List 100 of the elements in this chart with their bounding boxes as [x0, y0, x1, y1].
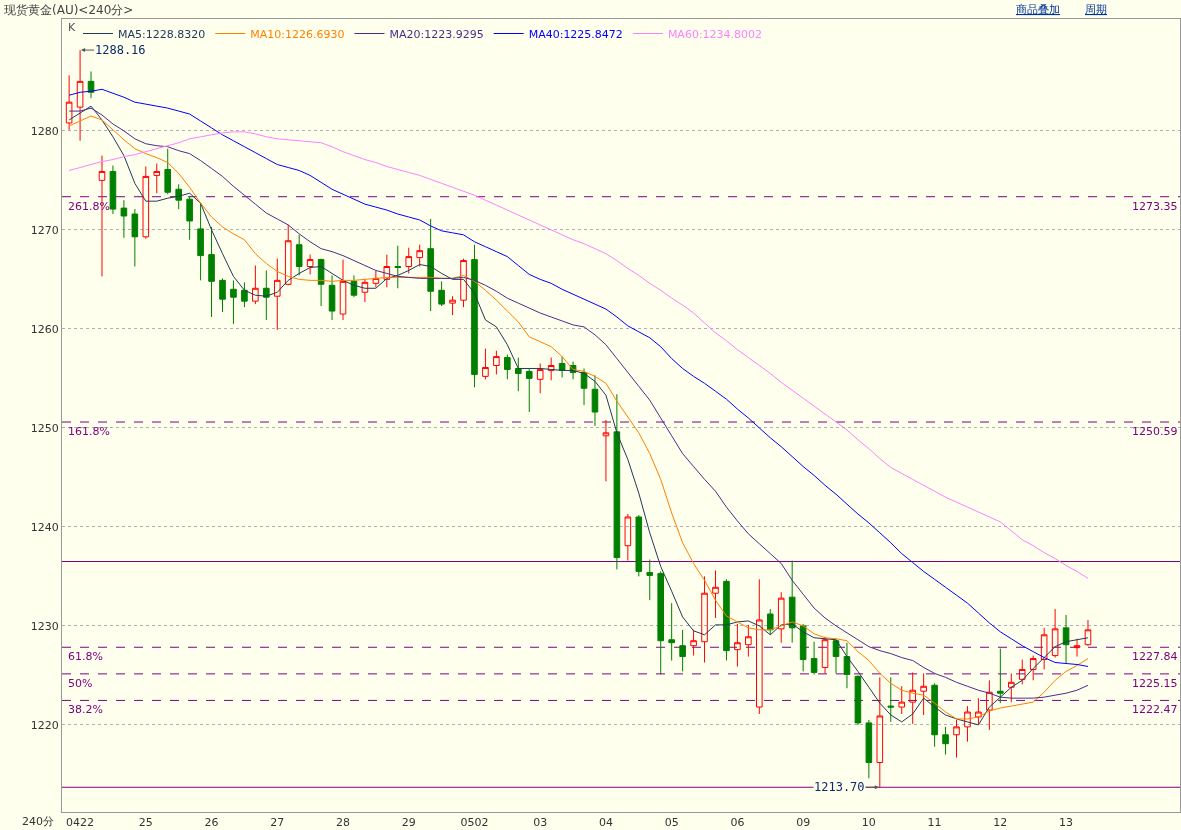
ref-line-label: 1227.84	[1132, 650, 1178, 663]
ref-line-label: 1250.59	[1132, 425, 1178, 438]
annotation: 1288.16	[95, 43, 146, 57]
y-tick-label: 1240	[30, 520, 59, 534]
text: 周期	[1085, 3, 1107, 16]
y-tick-label: 1260	[30, 322, 59, 336]
candlestick	[887, 676, 895, 723]
candlestick	[514, 357, 522, 392]
ref-line-label: 1222.47	[1132, 703, 1178, 716]
candlestick	[230, 279, 237, 325]
candlestick	[821, 636, 829, 674]
line-series	[68, 131, 1089, 579]
candlestick	[1007, 672, 1015, 703]
candlestick	[482, 348, 489, 380]
candlestick	[909, 671, 916, 725]
ref-line-label: 1225.15	[1132, 677, 1178, 690]
x-tick-label: 27	[270, 816, 285, 830]
candlestick	[405, 247, 413, 274]
y-tick-label: 1250	[30, 421, 59, 435]
candlestick	[383, 254, 391, 288]
candlestick	[416, 244, 423, 267]
candlestick	[394, 245, 402, 289]
candlestick	[723, 578, 730, 662]
annotation: 50%	[68, 677, 93, 690]
candlestick	[799, 623, 807, 672]
candlestick	[241, 281, 248, 308]
candlestick	[525, 367, 533, 413]
candlestick	[646, 559, 654, 601]
candlestick	[898, 685, 906, 715]
y-tick-label: 1220	[30, 718, 59, 732]
candlestick	[942, 726, 949, 756]
text: 商品叠加	[1016, 3, 1060, 16]
candlestick	[536, 363, 544, 394]
candlestick	[558, 356, 566, 378]
candlestick	[712, 569, 719, 619]
x-tick-label: 10	[861, 816, 876, 830]
candlestick	[186, 195, 193, 241]
candlestick	[471, 244, 478, 388]
candlestick	[865, 719, 873, 779]
candlestick	[580, 367, 588, 406]
candlestick	[931, 682, 938, 748]
x-tick-label: 12	[993, 816, 1008, 830]
candlestick	[591, 374, 599, 427]
candlestick	[328, 274, 336, 321]
candlestick	[1084, 619, 1092, 647]
candlestick	[109, 165, 117, 215]
candlestick	[920, 672, 927, 716]
candlestick	[87, 70, 95, 99]
x-axis-title: 240分	[22, 815, 54, 828]
x-tick-label: 13	[1059, 816, 1074, 830]
x-tick-label: 03	[533, 816, 548, 830]
candlestick	[438, 280, 445, 307]
x-tick-label: 04	[598, 816, 613, 830]
x-tick-label: 05	[664, 816, 679, 830]
x-tick-label: 0502	[460, 816, 489, 830]
candlestick	[449, 295, 456, 316]
candlestick	[975, 697, 982, 726]
candlestick	[547, 357, 555, 381]
candlestick	[142, 166, 150, 240]
candlestick	[1051, 608, 1059, 659]
candlestick	[427, 218, 434, 312]
legend-label: MA20:1223.9295	[389, 27, 484, 41]
candlestick	[843, 642, 851, 689]
candlestick	[1018, 659, 1026, 685]
candlestick	[263, 269, 270, 321]
x-tick-label: 29	[401, 816, 416, 830]
candlestick	[273, 258, 281, 331]
candlestick	[788, 560, 796, 644]
candlestick	[832, 638, 840, 674]
x-tick-label: 26	[204, 816, 219, 830]
candlestick	[635, 514, 643, 577]
candlestick	[854, 674, 862, 726]
annotation: 1213.70	[814, 780, 865, 794]
candlestick	[197, 202, 204, 281]
candlestick	[306, 254, 314, 275]
candlestick	[756, 578, 763, 715]
x-tick-label: 28	[336, 816, 351, 830]
candlestick	[997, 648, 1004, 704]
candlestick	[65, 74, 73, 131]
candlestick	[964, 705, 971, 743]
legend-label: MA40:1225.8472	[528, 27, 623, 41]
candlestick	[460, 258, 467, 308]
x-tick-label: 06	[730, 816, 745, 830]
annotation: 38.2%	[68, 703, 103, 716]
legend-label: MA60:1234.8002	[667, 27, 763, 41]
ref-line-label: 1273.35	[1132, 200, 1178, 213]
candlestick	[361, 278, 369, 303]
chart-title: 现货黄金(AU)<240分>	[4, 2, 134, 17]
candlestick	[734, 623, 741, 667]
candlestick	[953, 719, 960, 759]
y-tick-label: 1280	[30, 124, 59, 138]
candlestick	[131, 208, 139, 267]
candlestick	[657, 570, 665, 675]
x-tick-label: 09	[796, 816, 811, 830]
annotation: 261.8%	[68, 200, 110, 213]
legend-label: MA10:1226.6930	[250, 27, 345, 41]
candlestick	[493, 350, 500, 375]
candlestick	[317, 258, 325, 307]
candlestick	[219, 277, 226, 313]
candlestick	[372, 269, 380, 288]
